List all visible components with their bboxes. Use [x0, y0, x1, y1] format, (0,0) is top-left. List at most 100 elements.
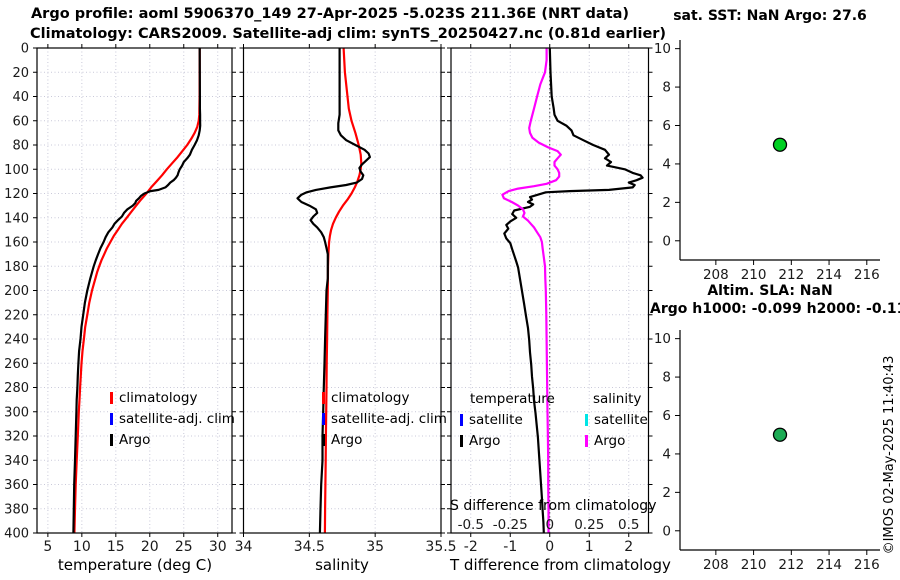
svg-text:2: 2 [662, 485, 671, 501]
svg-text:210: 210 [741, 267, 767, 283]
sla-panel-title-line2: Argo h1000: -0.099 h2000: -0.11 [650, 301, 900, 317]
svg-text:40: 40 [12, 90, 29, 105]
satellite-salinity-line-swatch [585, 414, 588, 426]
climatology-line-swatch [110, 392, 113, 404]
svg-text:280: 280 [4, 381, 29, 396]
svg-text:5: 5 [43, 539, 52, 555]
svg-text:8: 8 [662, 80, 671, 96]
imos-watermark: ©IMOS 02-May-2025 11:40:43 [882, 355, 897, 555]
figure-title-line1: Argo profile: aoml 5906370_149 27-Apr-20… [30, 6, 630, 22]
svg-text:10: 10 [654, 331, 671, 347]
svg-text:34: 34 [235, 539, 253, 555]
svg-text:360: 360 [4, 478, 29, 493]
svg-text:20: 20 [141, 539, 159, 555]
legend-item-satellite-adj-clim: satellite-adj. clim [110, 411, 235, 427]
svg-text:0: 0 [21, 42, 29, 57]
satellite-adj-clim-line-swatch [322, 413, 325, 425]
svg-text:320: 320 [4, 430, 29, 445]
svg-text:340: 340 [4, 454, 29, 469]
svg-text:0: 0 [545, 517, 554, 533]
legend-label: satellite-adj. clim [331, 411, 447, 427]
series-argo [72, 48, 202, 533]
series-argo-t-diff [503, 48, 644, 533]
svg-text:10: 10 [654, 41, 671, 57]
svg-text:208: 208 [703, 267, 729, 283]
svg-text:15: 15 [107, 539, 125, 555]
legend-group-header-temperature: temperature [470, 391, 555, 407]
svg-text:210: 210 [741, 557, 767, 573]
svg-text:60: 60 [12, 114, 29, 129]
climatology-line-swatch [322, 392, 325, 404]
svg-text:208: 208 [703, 557, 729, 573]
legend-item-argo-temperature: Argo [460, 433, 500, 449]
legend-item-argo: Argo [322, 432, 362, 448]
sla-data-point [772, 427, 788, 442]
svg-text:0: 0 [545, 539, 554, 555]
svg-text:220: 220 [4, 308, 29, 323]
profile-panel-1: 34 34.5 35 35.5 [235, 44, 457, 555]
legend-label: climatology [331, 390, 410, 406]
svg-text:-0.5: -0.5 [458, 517, 484, 533]
profile-panel-2: -2 -1 0 1 2 -0.5 -0.25 0 0.25 0.5 [447, 44, 653, 555]
svg-text:25: 25 [175, 539, 193, 555]
legend-item-climatology: climatology [322, 390, 409, 406]
svg-text:214: 214 [816, 267, 842, 283]
svg-text:380: 380 [4, 502, 29, 517]
legend-item-satellite-temperature: satellite [460, 412, 523, 428]
svg-text:6: 6 [662, 118, 671, 134]
svg-text:1: 1 [585, 539, 594, 555]
legend-label: Argo [331, 432, 363, 448]
profile-panel-0: 5 10 15 20 25 3002040608010012014016018020022… [4, 42, 236, 555]
svg-text:2: 2 [624, 539, 633, 555]
svg-text:-0.25: -0.25 [493, 517, 528, 533]
svg-text:260: 260 [4, 357, 29, 372]
svg-text:400: 400 [4, 527, 29, 542]
legend-item-satellite-salinity: satellite [585, 412, 648, 428]
satellite-adj-clim-line-swatch [110, 413, 113, 425]
svg-text:-1: -1 [503, 539, 517, 555]
sst-scatter-panel: 208 210 212 214 216 0 2 4 6 8 10 [654, 40, 880, 283]
figure-title-line2: Climatology: CARS2009. Satellite-adj cli… [30, 26, 667, 42]
svg-text:140: 140 [4, 211, 29, 226]
argo-line-swatch [460, 435, 463, 447]
legend-label: Argo [594, 433, 626, 449]
legend-label: satellite [594, 412, 648, 428]
svg-text:8: 8 [662, 370, 671, 386]
svg-text:0.25: 0.25 [574, 517, 604, 533]
legend-item-satellite-adj-clim: satellite-adj. clim [322, 411, 447, 427]
argo-salinity-line-swatch [585, 435, 588, 447]
svg-text:300: 300 [4, 405, 29, 420]
argo-line-swatch [322, 434, 325, 446]
legend-label: satellite [469, 412, 523, 428]
svg-text:0: 0 [662, 523, 671, 539]
sst-panel-title: sat. SST: NaN Argo: 27.6 [673, 8, 867, 24]
legend-label: climatology [119, 390, 198, 406]
argo-line-swatch [110, 434, 113, 446]
legend-item-argo-salinity: Argo [585, 433, 625, 449]
svg-text:240: 240 [4, 333, 29, 348]
legend-group-header-salinity: salinity [593, 391, 642, 407]
legend-label: Argo [119, 432, 151, 448]
legend-label: satellite-adj. clim [119, 411, 235, 427]
t-difference-axis-label: T difference from climatology [450, 556, 671, 574]
svg-text:-2: -2 [464, 539, 478, 555]
satellite-line-swatch [460, 414, 463, 426]
legend-item-climatology: climatology [110, 390, 197, 406]
s-difference-note: S difference from climatology [450, 498, 657, 514]
svg-text:120: 120 [4, 187, 29, 202]
svg-text:180: 180 [4, 260, 29, 275]
svg-text:0.5: 0.5 [618, 517, 639, 533]
svg-text:4: 4 [662, 156, 671, 172]
svg-text:35: 35 [366, 539, 384, 555]
svg-text:100: 100 [4, 163, 29, 178]
svg-text:34.5: 34.5 [294, 539, 325, 555]
legend-item-argo: Argo [110, 432, 150, 448]
svg-text:214: 214 [816, 557, 842, 573]
svg-text:160: 160 [4, 236, 29, 251]
svg-text:0: 0 [662, 233, 671, 249]
legend-label: Argo [469, 433, 501, 449]
series-argo [296, 48, 371, 533]
svg-text:6: 6 [662, 408, 671, 424]
svg-text:200: 200 [4, 284, 29, 299]
